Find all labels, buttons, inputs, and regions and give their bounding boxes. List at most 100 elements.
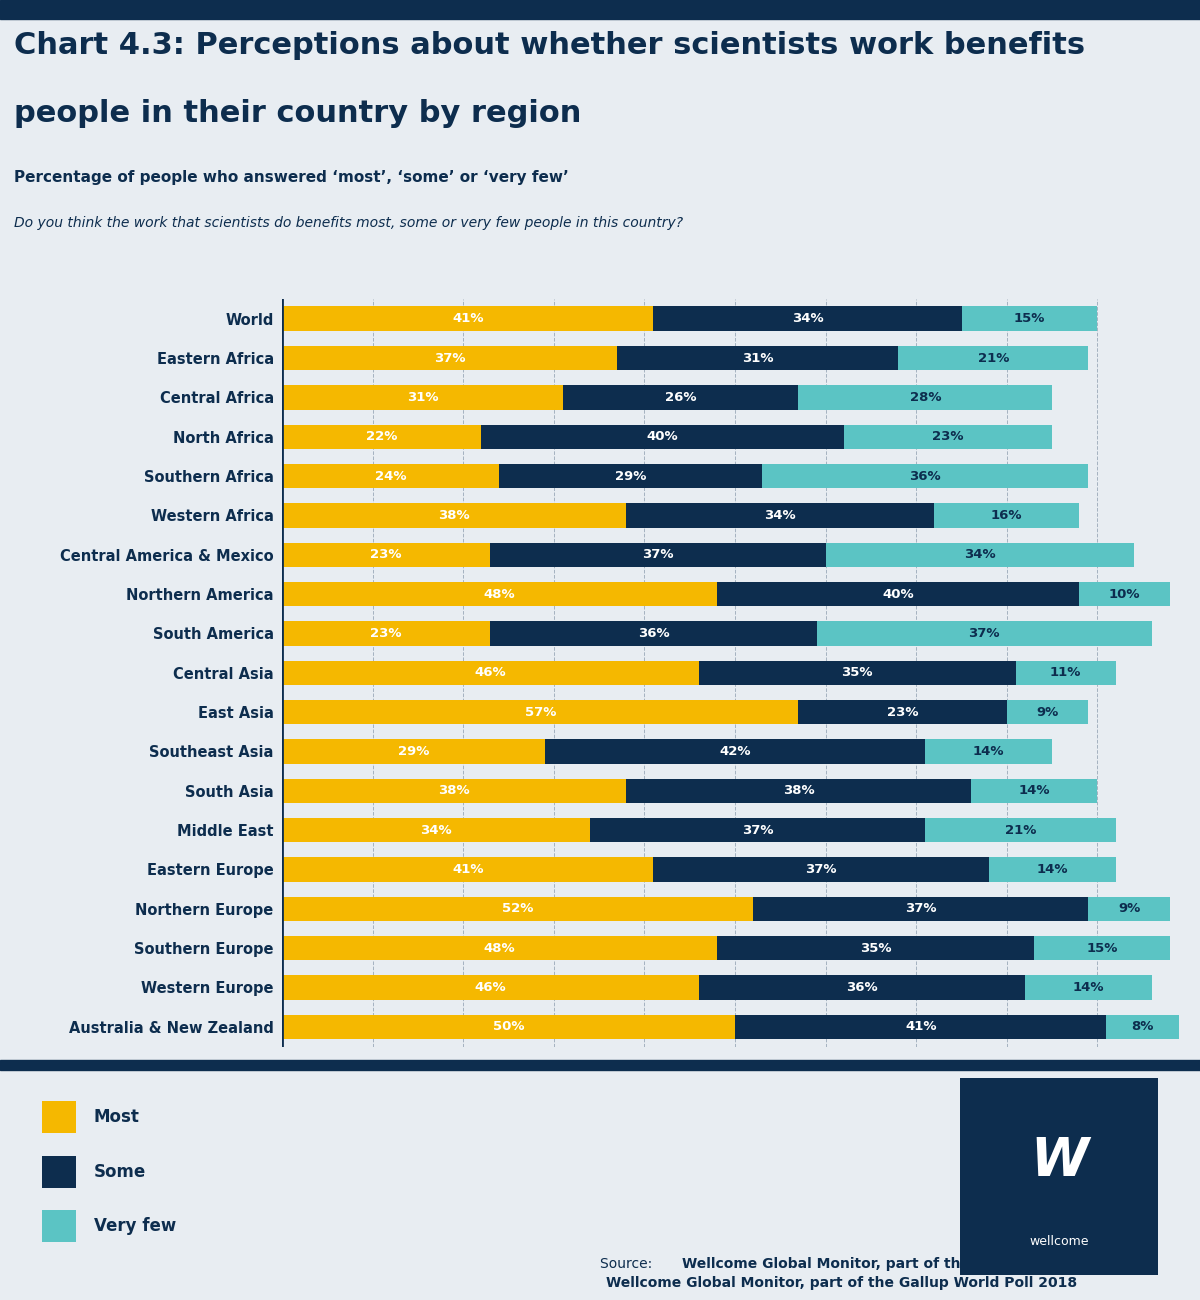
Text: 37%: 37% (642, 549, 673, 562)
Text: 46%: 46% (474, 982, 506, 994)
Text: 15%: 15% (1014, 312, 1045, 325)
Bar (898, 346, 1088, 370)
Bar (282, 621, 491, 646)
Bar (1034, 936, 1170, 961)
Text: 16%: 16% (991, 508, 1022, 521)
Text: Chart 4.3: Perceptions about whether scientists work benefits: Chart 4.3: Perceptions about whether sci… (14, 31, 1086, 60)
Bar (282, 857, 654, 881)
Text: Do you think the work that scientists do benefits most, some or very few people : Do you think the work that scientists do… (14, 216, 684, 230)
Text: 48%: 48% (484, 588, 515, 601)
Bar (282, 582, 716, 606)
Bar (481, 425, 844, 448)
Bar (798, 385, 1052, 410)
Bar (282, 464, 499, 489)
FancyBboxPatch shape (42, 1101, 76, 1134)
Text: 36%: 36% (910, 469, 941, 482)
Bar (654, 857, 989, 881)
Bar (0, 1061, 1200, 1070)
FancyBboxPatch shape (960, 1078, 1158, 1275)
Bar (1007, 699, 1088, 724)
Bar (282, 818, 590, 842)
Bar (1088, 897, 1170, 920)
Bar (499, 464, 762, 489)
Text: 37%: 37% (905, 902, 936, 915)
Bar (654, 307, 961, 332)
Bar (590, 818, 925, 842)
Text: 10%: 10% (1109, 588, 1140, 601)
Text: 48%: 48% (484, 941, 515, 954)
Bar (282, 975, 698, 1000)
X-axis label: THINK SCIENTISTS’ WORK BENEFITS PEOPLE IN THIS COUNTRY: THINK SCIENTISTS’ WORK BENEFITS PEOPLE I… (490, 1080, 980, 1093)
Text: 52%: 52% (502, 902, 533, 915)
Bar (626, 503, 935, 528)
FancyBboxPatch shape (42, 1156, 76, 1188)
Text: people in their country by region: people in their country by region (14, 100, 582, 129)
Bar (816, 621, 1152, 646)
Text: 41%: 41% (452, 312, 484, 325)
Text: 9%: 9% (1037, 706, 1058, 719)
Text: 37%: 37% (805, 863, 836, 876)
Text: 38%: 38% (782, 784, 815, 797)
Text: 36%: 36% (846, 982, 877, 994)
Text: 42%: 42% (719, 745, 751, 758)
Bar (1025, 975, 1152, 1000)
Bar (282, 699, 798, 724)
Text: 14%: 14% (1019, 784, 1050, 797)
Text: 41%: 41% (905, 1020, 936, 1034)
Bar (1106, 1014, 1178, 1039)
Text: Some: Some (94, 1162, 146, 1180)
Bar (563, 385, 798, 410)
Text: 37%: 37% (742, 824, 774, 837)
Bar (716, 582, 1079, 606)
Text: 8%: 8% (1132, 1020, 1154, 1034)
Text: Source:: Source: (600, 1257, 656, 1271)
Text: 57%: 57% (524, 706, 556, 719)
Bar (826, 542, 1134, 567)
Text: 28%: 28% (910, 391, 941, 404)
Bar (282, 307, 654, 332)
Text: 36%: 36% (637, 627, 670, 640)
Text: 29%: 29% (616, 469, 647, 482)
Bar (626, 779, 971, 803)
Text: 35%: 35% (859, 941, 892, 954)
Text: 23%: 23% (932, 430, 964, 443)
Text: 21%: 21% (1004, 824, 1036, 837)
Bar (282, 385, 563, 410)
Text: 50%: 50% (493, 1020, 524, 1034)
Text: 14%: 14% (1037, 863, 1068, 876)
Bar (925, 818, 1116, 842)
Text: W: W (1030, 1135, 1088, 1187)
Bar (935, 503, 1079, 528)
FancyBboxPatch shape (42, 1210, 76, 1241)
Bar (545, 740, 925, 763)
Text: 34%: 34% (764, 508, 796, 521)
Text: Most: Most (94, 1108, 139, 1126)
Bar (734, 1014, 1106, 1039)
Bar (282, 779, 626, 803)
Text: 46%: 46% (474, 666, 506, 679)
Text: 9%: 9% (1118, 902, 1140, 915)
Bar (282, 542, 491, 567)
Bar (491, 542, 826, 567)
Bar (282, 936, 716, 961)
Bar (844, 425, 1052, 448)
Text: 23%: 23% (887, 706, 918, 719)
Bar (1016, 660, 1116, 685)
Text: 11%: 11% (1050, 666, 1081, 679)
Bar (282, 425, 481, 448)
Text: 22%: 22% (366, 430, 397, 443)
Bar (282, 1014, 734, 1039)
Text: 23%: 23% (371, 627, 402, 640)
Text: 23%: 23% (371, 549, 402, 562)
Text: 40%: 40% (882, 588, 914, 601)
Bar (754, 897, 1088, 920)
Text: 37%: 37% (968, 627, 1000, 640)
Bar (716, 936, 1034, 961)
Bar (282, 660, 698, 685)
Text: 40%: 40% (647, 430, 678, 443)
Text: Percentage of people who answered ‘most’, ‘some’ or ‘very few’: Percentage of people who answered ‘most’… (14, 170, 569, 185)
Text: 38%: 38% (438, 508, 470, 521)
Bar (698, 975, 1025, 1000)
Text: 37%: 37% (434, 351, 466, 364)
Bar (798, 699, 1007, 724)
